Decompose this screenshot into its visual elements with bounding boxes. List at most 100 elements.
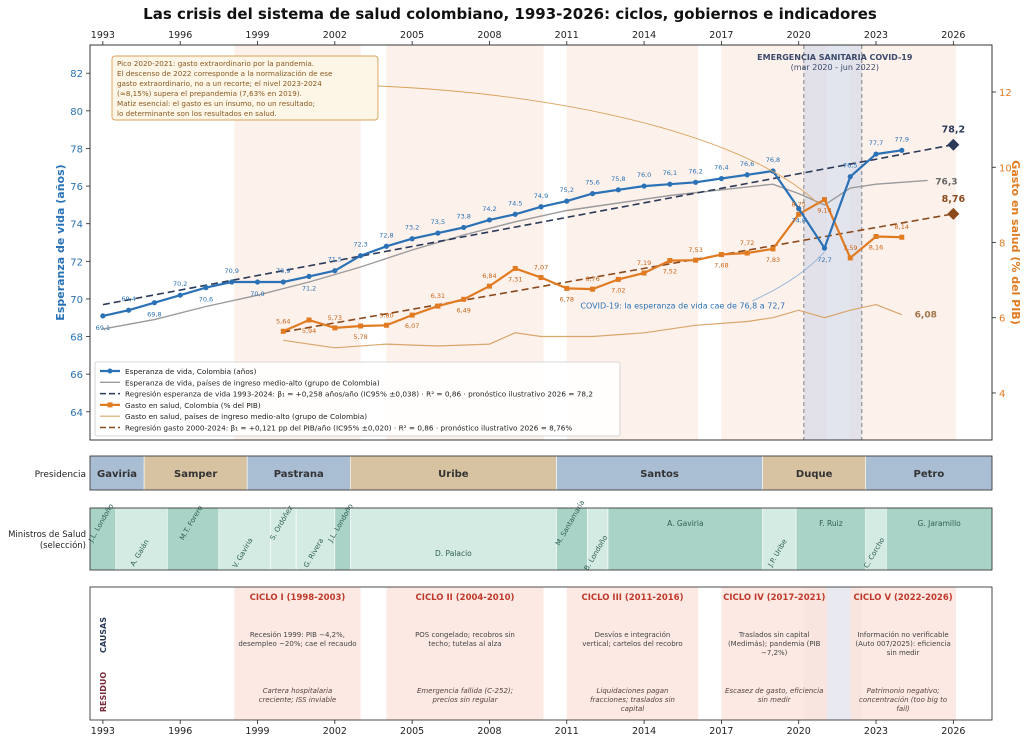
spend-value-label: 7,59 (843, 244, 857, 252)
life-value-label: 70,2 (173, 280, 187, 288)
life-value-label: 72,7 (817, 256, 831, 264)
life-point (486, 217, 493, 223)
spend-point (744, 250, 750, 256)
president-name: Duque (796, 469, 833, 480)
spend-value-label: 7,31 (508, 275, 522, 283)
spend-value-label: 6,07 (405, 322, 419, 330)
spend-point (306, 317, 312, 323)
life-point (435, 230, 441, 236)
minister-name: G. Jaramillo (918, 519, 962, 528)
spend-value-label: 5,94 (302, 327, 316, 335)
life-point (203, 285, 209, 291)
life-value-label: 72,3 (353, 241, 367, 249)
life-value-label: 76,8 (766, 156, 780, 164)
spend-point (332, 325, 338, 331)
cycle-panel-band (566, 587, 699, 720)
minister-segment (795, 507, 867, 571)
left-tick-label: 72 (70, 257, 83, 268)
callout-line: Matiz esencial: el gasto es un insumo, n… (117, 99, 315, 108)
life-value-label: 76,5 (843, 162, 857, 170)
spend-value-label: 5,64 (276, 317, 290, 325)
spend-value-label: 8,16 (869, 243, 883, 251)
cycle-panel-band (234, 587, 361, 720)
left-tick-label: 80 (70, 107, 83, 118)
life-point (151, 300, 158, 306)
cycle-residue-line: Liquidaciones pagan (596, 687, 668, 695)
life-point (461, 224, 467, 231)
legend-box (94, 361, 621, 437)
main-plot: EMERGENCIA SANITARIA COVID-19(mar 2020 -… (54, 30, 1022, 441)
cycle-cause-line: Traslados sin capital (738, 631, 810, 639)
president-name: Petro (914, 469, 945, 480)
right-tick-label: 4 (999, 389, 1005, 400)
life-forecast-label: 78,2 (942, 125, 965, 136)
life-value-label: 76,1 (663, 169, 677, 177)
spend-value-label: 6,84 (482, 272, 496, 280)
spend-point (899, 234, 905, 240)
x-tick-label-top: 2023 (864, 30, 888, 41)
spend-forecast-label: 8,76 (942, 194, 966, 205)
cycle-cause-line: POS congelado; recobros sin (415, 631, 515, 639)
spend-value-label: 6,76 (585, 275, 599, 283)
x-tick-label-bottom: 2017 (709, 726, 733, 737)
spend-point (435, 303, 441, 309)
president-segment (349, 455, 557, 491)
life-point (873, 151, 879, 157)
life-point (564, 198, 570, 204)
cycle-cause-line: Desvíos e integración (595, 631, 671, 639)
life-value-label: 75,6 (585, 179, 599, 187)
spend-point (590, 286, 596, 292)
life-value-label: 74,9 (534, 192, 548, 200)
minister-segment (762, 507, 797, 571)
legend-marker (107, 368, 113, 374)
x-tick-label-bottom: 2026 (941, 726, 965, 737)
life-point (126, 307, 132, 313)
right-tick-label: 8 (999, 239, 1005, 250)
cycle-cause-line: Información no verificable (857, 631, 948, 639)
minister-segment (115, 507, 168, 571)
x-tick-label-bottom: 2008 (477, 726, 501, 737)
ministers-frame (89, 507, 993, 571)
cycles-frame (89, 586, 993, 721)
life-point (512, 211, 518, 217)
left-tick-label: 64 (70, 408, 83, 419)
spend-value-label: 8,75 (791, 200, 805, 208)
life-point (847, 174, 853, 180)
cycle-cause-line: vertical; cartelos del recobro (582, 640, 682, 648)
spend-point (770, 246, 776, 252)
causes-label: CAUSAS (99, 617, 108, 653)
x-tick-label-top: 1999 (245, 30, 269, 41)
minister-segment (607, 507, 763, 571)
life-point (718, 175, 725, 182)
life-point (899, 147, 905, 153)
spend-value-label: 6,49 (456, 306, 470, 314)
x-tick-label-bottom: 2002 (323, 726, 347, 737)
left-tick-label: 74 (70, 220, 83, 231)
cycles-panel: CICLO I (1998-2003) Recesión 1999: PIB −4… (89, 586, 993, 737)
cycle-residue-line: precios sin regular (431, 696, 498, 704)
life-value-label: 75,8 (611, 175, 625, 183)
x-tick-label-bottom: 2014 (632, 726, 656, 737)
residue-label: RESIDUO (99, 672, 108, 713)
life-point (796, 206, 802, 212)
left-tick-label: 78 (70, 144, 83, 155)
life-point (332, 268, 338, 274)
left-tick-label: 82 (70, 69, 83, 80)
cycle-panel-band (386, 587, 544, 720)
presidency-label: Presidencia (35, 470, 86, 480)
life-point (821, 245, 828, 251)
life-point (383, 243, 389, 249)
cycle-panel-band (850, 587, 956, 720)
life-point (306, 273, 312, 279)
spend-group-end-label: 6,08 (915, 311, 937, 321)
life-value-label: 74,5 (508, 199, 522, 207)
cycle-residue-line: sin medir (758, 696, 792, 704)
callout-line: (≈8,15%) supera el prepandemia (7,63% en… (117, 89, 302, 98)
cycle-title: CICLO II (2004-2010) (416, 593, 515, 603)
covid-note-arrow (752, 251, 825, 302)
life-point (667, 181, 673, 187)
x-tick-label-top: 2002 (323, 30, 347, 41)
life-point (177, 292, 183, 298)
spend-value-label: 7,83 (766, 256, 780, 264)
x-tick-label-top: 2014 (632, 30, 656, 41)
